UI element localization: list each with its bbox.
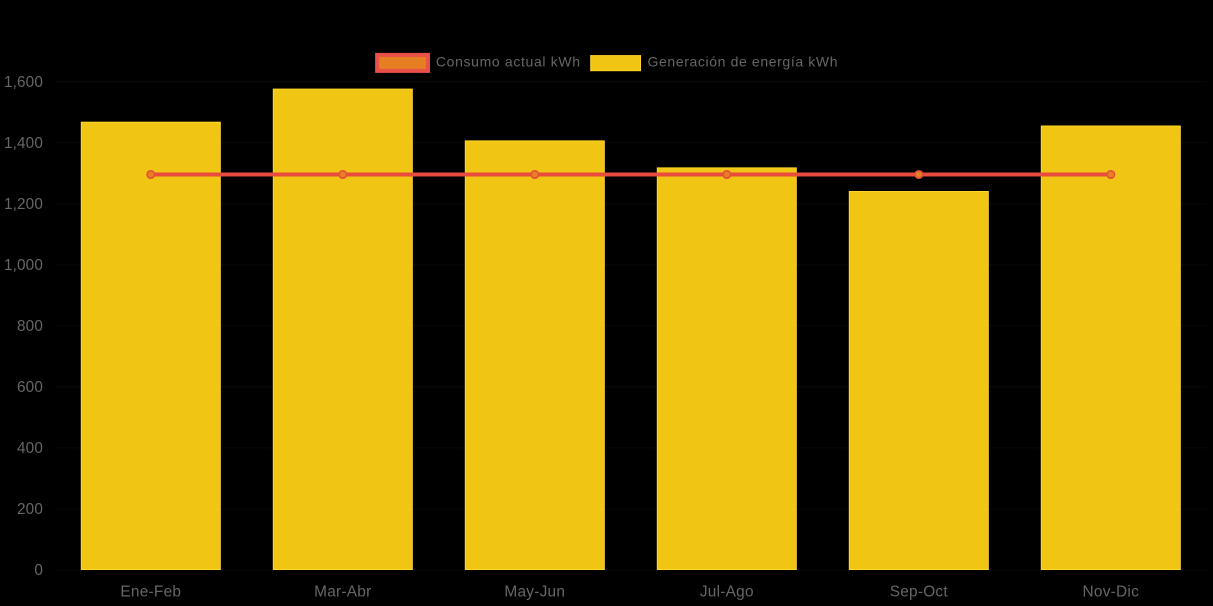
svg-text:1,400: 1,400 bbox=[4, 135, 43, 152]
svg-text:Generación de energía kWh: Generación de energía kWh bbox=[648, 54, 839, 70]
svg-text:Mar-Abr: Mar-Abr bbox=[314, 584, 371, 601]
svg-text:1,600: 1,600 bbox=[4, 74, 43, 91]
svg-text:0: 0 bbox=[34, 562, 43, 579]
svg-text:600: 600 bbox=[17, 379, 43, 396]
svg-text:1,000: 1,000 bbox=[4, 257, 43, 274]
svg-text:200: 200 bbox=[17, 501, 43, 518]
svg-text:Consumo actual kWh: Consumo actual kWh bbox=[436, 54, 581, 70]
svg-text:Ene-Feb: Ene-Feb bbox=[120, 584, 181, 601]
svg-text:400: 400 bbox=[17, 440, 43, 457]
svg-text:800: 800 bbox=[17, 318, 43, 335]
svg-text:Jul-Ago: Jul-Ago bbox=[700, 584, 754, 601]
svg-text:Sep-Oct: Sep-Oct bbox=[890, 584, 949, 601]
svg-text:May-Jun: May-Jun bbox=[504, 584, 565, 601]
svg-text:1,200: 1,200 bbox=[4, 196, 43, 213]
svg-text:Nov-Dic: Nov-Dic bbox=[1083, 584, 1140, 601]
